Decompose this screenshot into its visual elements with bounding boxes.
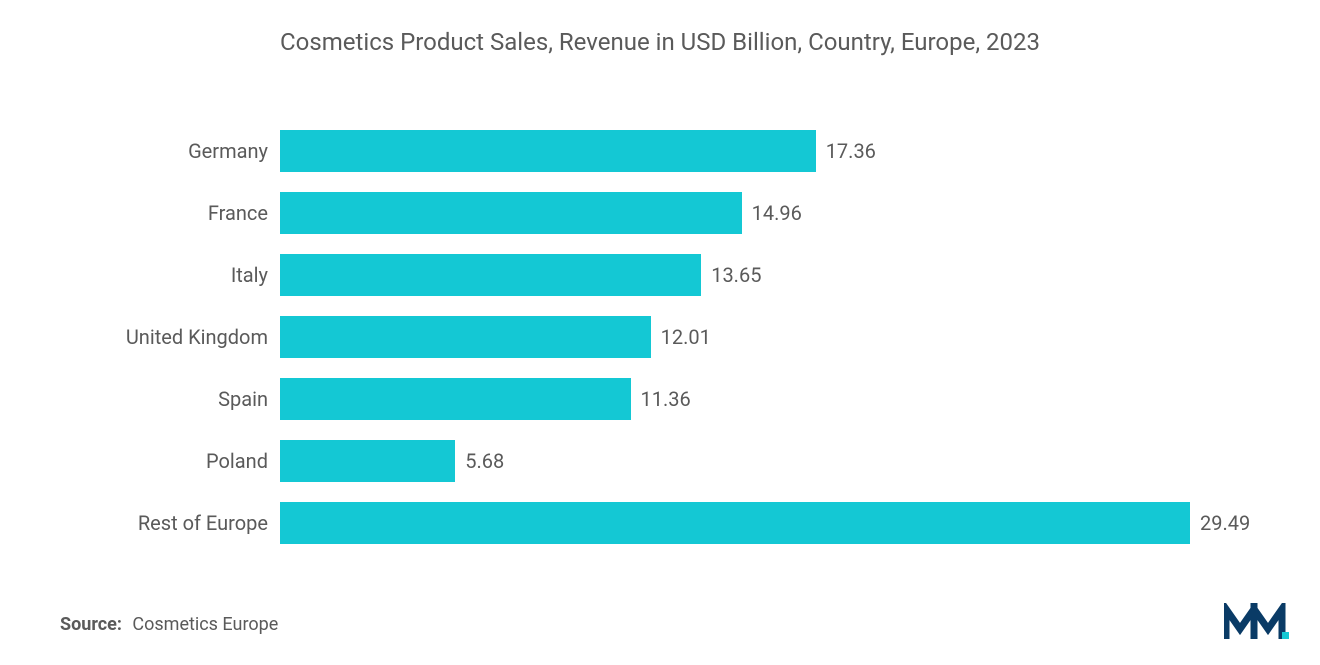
bar-row: Germany17.36 [280, 120, 1200, 182]
bar-category-label: Germany [188, 139, 268, 163]
bar-wrap: Rest of Europe29.49 [280, 502, 1250, 544]
chart-source: Source: Cosmetics Europe [60, 614, 278, 635]
chart-title: Cosmetics Product Sales, Revenue in USD … [0, 0, 1320, 56]
bar-wrap: United Kingdom12.01 [280, 316, 1200, 358]
bar [280, 440, 455, 482]
bar-row: Italy13.65 [280, 244, 1200, 306]
bar-value-label: 29.49 [1200, 511, 1250, 535]
bar [280, 316, 651, 358]
source-label: Source: [60, 614, 122, 635]
bar-value-label: 13.65 [711, 263, 761, 287]
bar-wrap: Poland5.68 [280, 440, 1200, 482]
bar-row: Poland5.68 [280, 430, 1200, 492]
bar-row: Rest of Europe29.49 [280, 492, 1200, 554]
bar [280, 130, 816, 172]
bar-value-label: 12.01 [661, 325, 711, 349]
bar-wrap: Germany17.36 [280, 130, 1200, 172]
bar-category-label: Spain [218, 387, 268, 411]
bar-category-label: Poland [206, 449, 268, 473]
bar-category-label: Rest of Europe [138, 511, 268, 535]
bar-value-label: 5.68 [465, 449, 504, 473]
bar [280, 192, 742, 234]
bar-wrap: France14.96 [280, 192, 1200, 234]
brand-logo-icon [1224, 603, 1290, 641]
source-text: Cosmetics Europe [132, 614, 278, 635]
bar-wrap: Spain11.36 [280, 378, 1200, 420]
bar-value-label: 11.36 [641, 387, 691, 411]
bar-value-label: 17.36 [826, 139, 876, 163]
chart-plot-area: Germany17.36 France14.96 Italy13.65 United … [280, 120, 1200, 554]
bar-wrap: Italy13.65 [280, 254, 1200, 296]
bar-category-label: United Kingdom [126, 325, 268, 349]
bar-category-label: Italy [231, 263, 268, 287]
bar [280, 378, 631, 420]
bar-row: Spain11.36 [280, 368, 1200, 430]
bar-category-label: France [208, 201, 268, 225]
bar-row: France14.96 [280, 182, 1200, 244]
bar-value-label: 14.96 [752, 201, 802, 225]
bar [280, 502, 1190, 544]
bar-row: United Kingdom12.01 [280, 306, 1200, 368]
bar [280, 254, 701, 296]
